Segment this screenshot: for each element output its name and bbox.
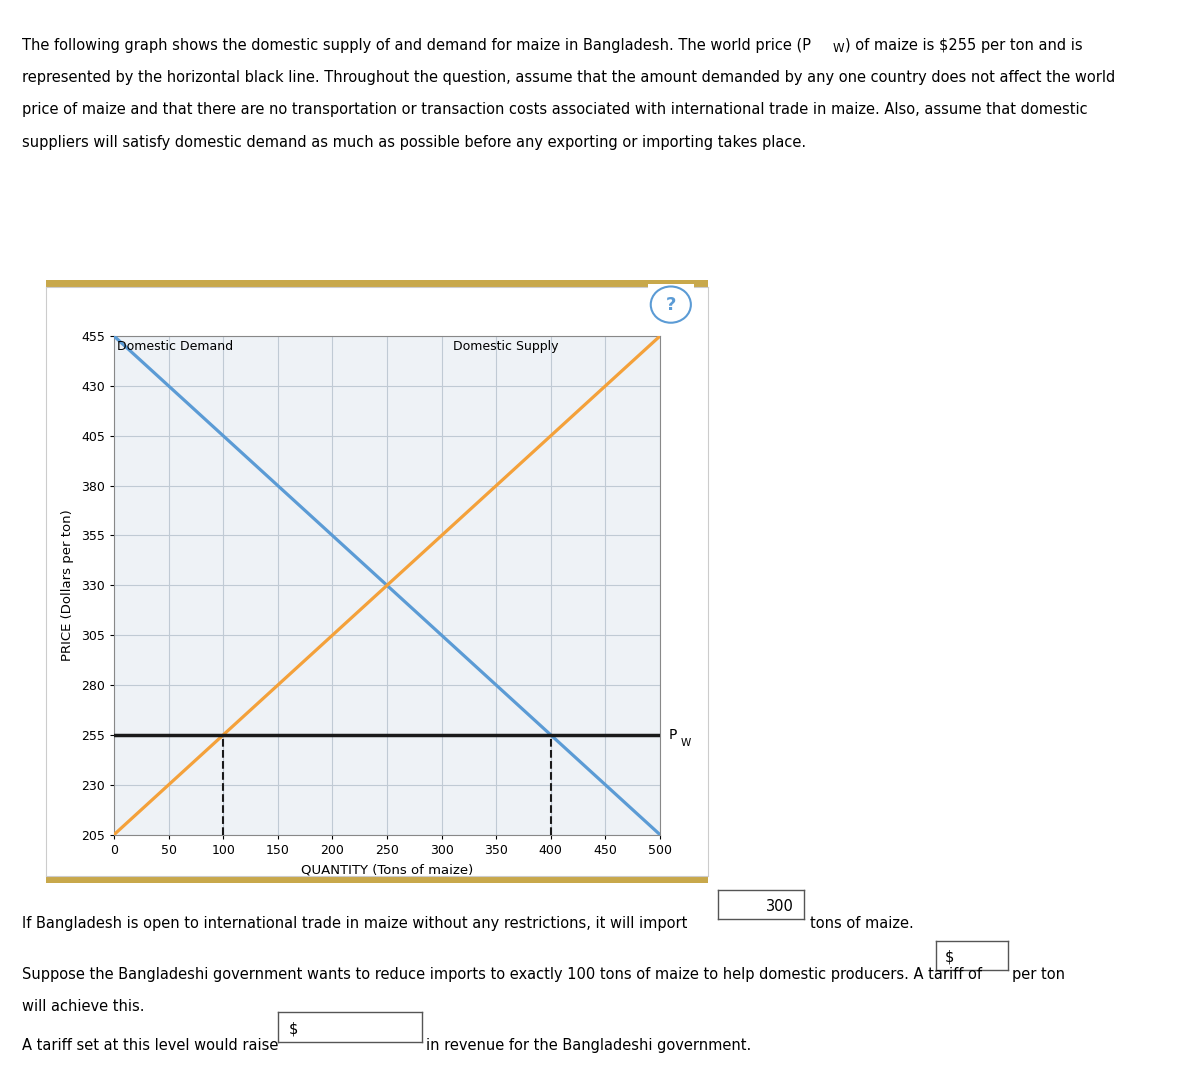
Text: will achieve this.: will achieve this. — [22, 999, 144, 1015]
Text: price of maize and that there are no transportation or transaction costs associa: price of maize and that there are no tra… — [22, 102, 1087, 117]
Text: Domestic Demand: Domestic Demand — [118, 340, 234, 353]
Y-axis label: PRICE (Dollars per ton): PRICE (Dollars per ton) — [61, 509, 74, 661]
Text: A tariff set at this level would raise: A tariff set at this level would raise — [22, 1038, 278, 1054]
Text: in revenue for the Bangladeshi government.: in revenue for the Bangladeshi governmen… — [426, 1038, 751, 1054]
Text: suppliers will satisfy domestic demand as much as possible before any exporting : suppliers will satisfy domestic demand a… — [22, 134, 805, 150]
Text: $: $ — [944, 950, 954, 965]
X-axis label: QUANTITY (Tons of maize): QUANTITY (Tons of maize) — [301, 864, 473, 877]
Text: W: W — [680, 738, 691, 748]
Text: If Bangladesh is open to international trade in maize without any restrictions, : If Bangladesh is open to international t… — [22, 916, 686, 931]
Text: represented by the horizontal black line. Throughout the question, assume that t: represented by the horizontal black line… — [22, 70, 1115, 86]
Text: per ton: per ton — [1012, 967, 1064, 982]
Text: W: W — [833, 42, 845, 55]
Text: P: P — [668, 728, 677, 741]
Text: Suppose the Bangladeshi government wants to reduce imports to exactly 100 tons o: Suppose the Bangladeshi government wants… — [22, 967, 982, 982]
Text: $: $ — [288, 1021, 298, 1036]
Text: 300: 300 — [766, 899, 793, 914]
Text: The following graph shows the domestic supply of and demand for maize in Banglad: The following graph shows the domestic s… — [22, 38, 811, 53]
Text: tons of maize.: tons of maize. — [810, 916, 913, 931]
Text: ?: ? — [666, 296, 676, 314]
Text: ) of maize is $255 per ton and is: ) of maize is $255 per ton and is — [845, 38, 1082, 53]
Text: Domestic Supply: Domestic Supply — [452, 340, 558, 353]
